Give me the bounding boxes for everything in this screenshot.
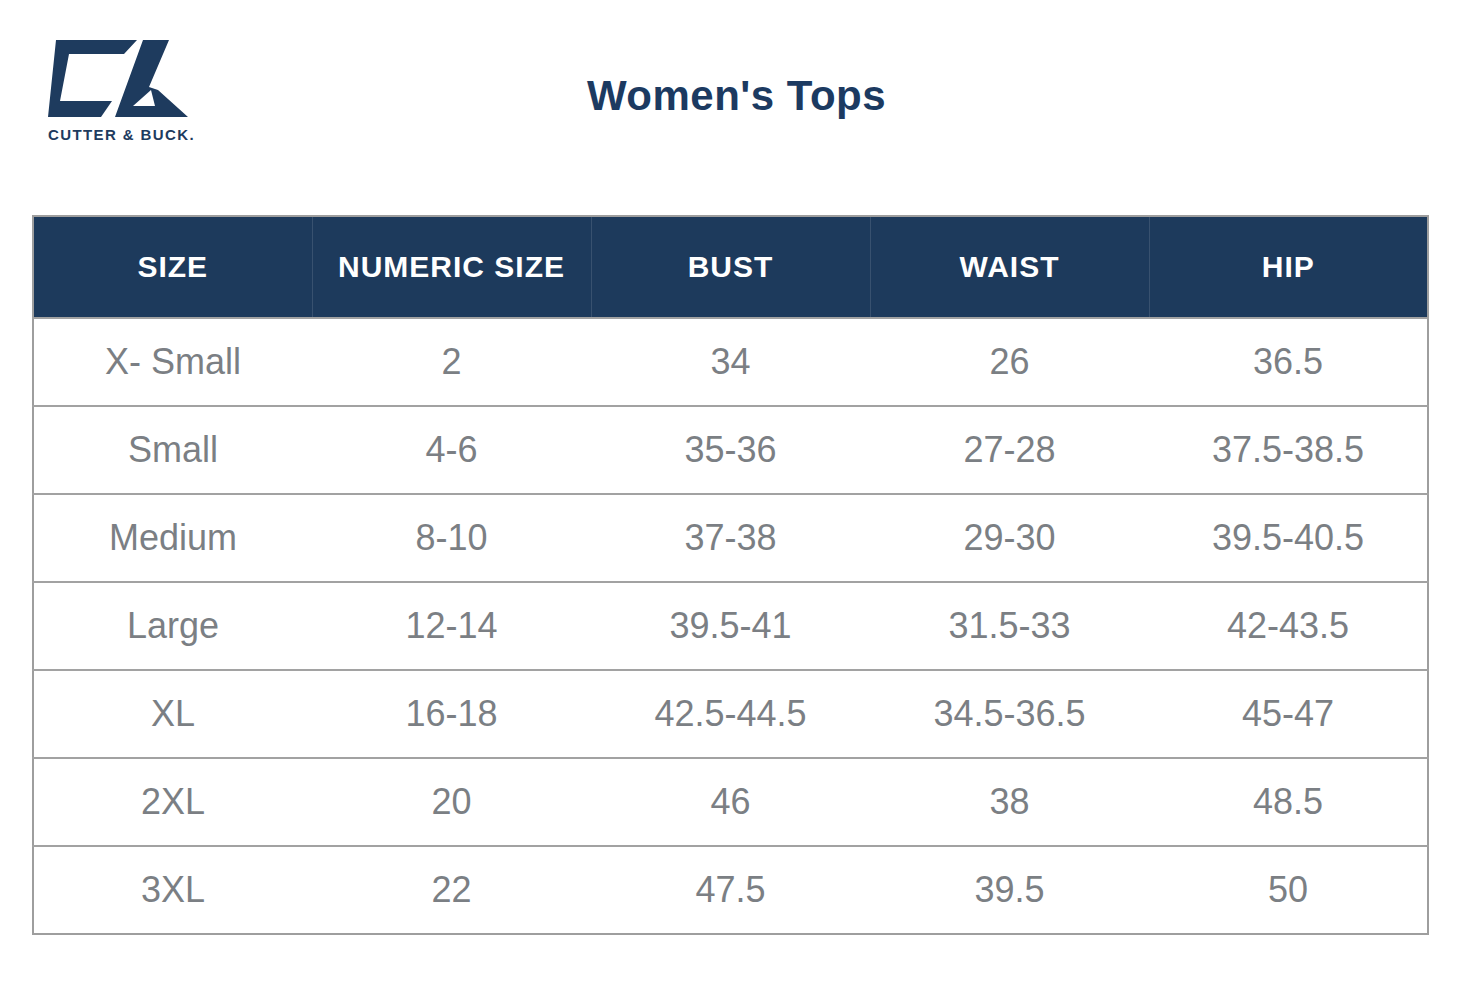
measurement-cell: 46	[591, 758, 870, 846]
size-label-cell: Large	[33, 582, 312, 670]
measurement-cell: 35-36	[591, 406, 870, 494]
column-header-waist: WAIST	[870, 216, 1149, 318]
measurement-cell: 8-10	[312, 494, 591, 582]
measurement-cell: 42-43.5	[1149, 582, 1428, 670]
measurement-cell: 16-18	[312, 670, 591, 758]
measurement-cell: 42.5-44.5	[591, 670, 870, 758]
measurement-cell: 20	[312, 758, 591, 846]
page-title: Women's Tops	[0, 72, 1473, 120]
table-row: Medium8-1037-3829-3039.5-40.5	[33, 494, 1428, 582]
measurement-cell: 48.5	[1149, 758, 1428, 846]
size-label-cell: Small	[33, 406, 312, 494]
column-header-size: SIZE	[33, 216, 312, 318]
measurement-cell: 12-14	[312, 582, 591, 670]
size-label-cell: Medium	[33, 494, 312, 582]
size-label-cell: 2XL	[33, 758, 312, 846]
table-row: X- Small2342636.5	[33, 318, 1428, 406]
table-row: Large12-1439.5-4131.5-3342-43.5	[33, 582, 1428, 670]
measurement-cell: 26	[870, 318, 1149, 406]
column-header-numeric-size: NUMERIC SIZE	[312, 216, 591, 318]
measurement-cell: 22	[312, 846, 591, 934]
measurement-cell: 39.5-41	[591, 582, 870, 670]
table-row: Small4-635-3627-2837.5-38.5	[33, 406, 1428, 494]
size-chart-page: CUTTER & BUCK. Women's Tops SIZENUMERIC …	[0, 0, 1473, 992]
measurement-cell: 39.5	[870, 846, 1149, 934]
measurement-cell: 37.5-38.5	[1149, 406, 1428, 494]
measurement-cell: 37-38	[591, 494, 870, 582]
size-label-cell: XL	[33, 670, 312, 758]
table-header-row: SIZENUMERIC SIZEBUSTWAISTHIP	[33, 216, 1428, 318]
measurement-cell: 50	[1149, 846, 1428, 934]
measurement-cell: 34	[591, 318, 870, 406]
column-header-hip: HIP	[1149, 216, 1428, 318]
measurement-cell: 45-47	[1149, 670, 1428, 758]
measurement-cell: 4-6	[312, 406, 591, 494]
column-header-bust: BUST	[591, 216, 870, 318]
measurement-cell: 39.5-40.5	[1149, 494, 1428, 582]
table-row: XL16-1842.5-44.534.5-36.545-47	[33, 670, 1428, 758]
measurement-cell: 27-28	[870, 406, 1149, 494]
measurement-cell: 34.5-36.5	[870, 670, 1149, 758]
size-chart-table: SIZENUMERIC SIZEBUSTWAISTHIP X- Small234…	[32, 215, 1429, 935]
size-label-cell: X- Small	[33, 318, 312, 406]
measurement-cell: 2	[312, 318, 591, 406]
table-header: SIZENUMERIC SIZEBUSTWAISTHIP	[33, 216, 1428, 318]
logo-wordmark: CUTTER & BUCK.	[48, 126, 208, 143]
table-row: 2XL20463848.5	[33, 758, 1428, 846]
measurement-cell: 36.5	[1149, 318, 1428, 406]
measurement-cell: 38	[870, 758, 1149, 846]
table-row: 3XL2247.539.550	[33, 846, 1428, 934]
size-label-cell: 3XL	[33, 846, 312, 934]
measurement-cell: 29-30	[870, 494, 1149, 582]
measurement-cell: 31.5-33	[870, 582, 1149, 670]
measurement-cell: 47.5	[591, 846, 870, 934]
table-body: X- Small2342636.5Small4-635-3627-2837.5-…	[33, 318, 1428, 934]
